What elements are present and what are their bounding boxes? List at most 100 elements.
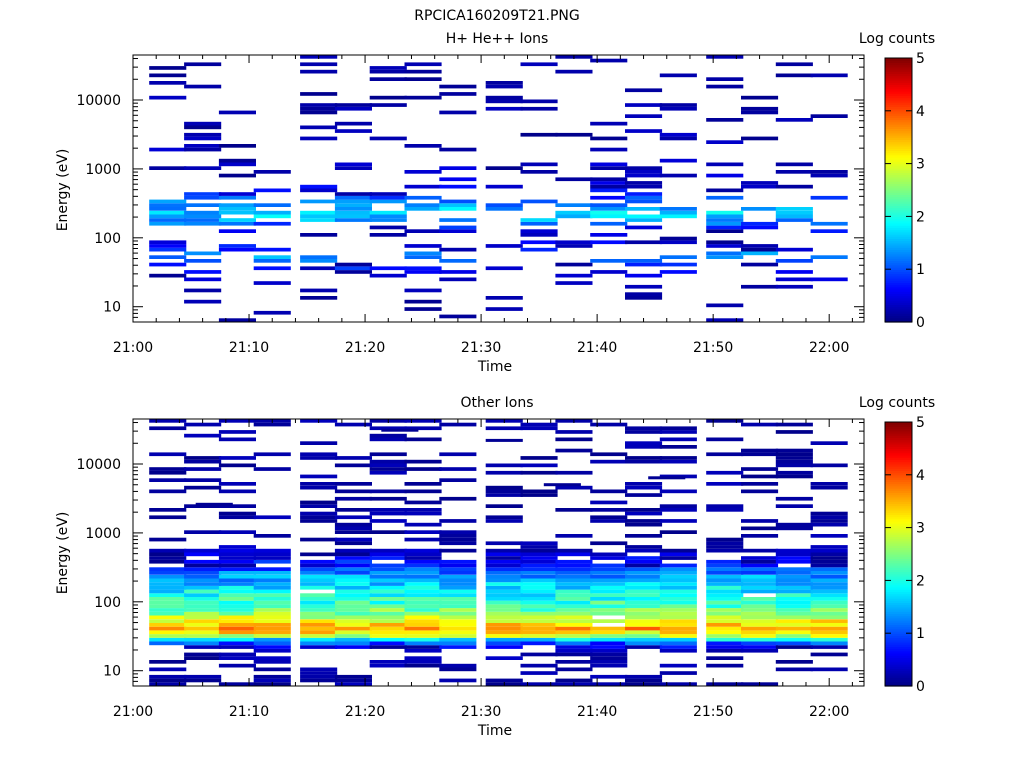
colorbar-segment (885, 488, 912, 491)
colorbar-segment (885, 507, 912, 511)
heatmap-cell (334, 578, 372, 583)
heatmap-cell (439, 641, 477, 646)
heatmap-cell (590, 147, 628, 152)
heatmap-cell (334, 210, 372, 215)
colorbar-segment (885, 593, 912, 597)
heatmap-cell (741, 567, 779, 571)
heatmap-cell (369, 426, 407, 431)
colorbar-segment (885, 198, 912, 202)
heatmap-cell (625, 611, 663, 616)
heatmap-cell (369, 593, 407, 597)
heatmap-cell (590, 259, 628, 263)
heatmap-cell (555, 281, 593, 285)
heatmap-cell (184, 125, 222, 130)
heatmap-cell (485, 106, 523, 111)
heatmap-cell (810, 441, 848, 445)
heatmap-cell (300, 559, 338, 564)
x-tick-label: 21:50 (693, 704, 733, 720)
heatmap-cell (149, 604, 187, 609)
heatmap-cell (404, 589, 442, 594)
heatmap-cell (334, 645, 372, 649)
heatmap-cell (404, 574, 442, 579)
heatmap-cell (590, 645, 628, 649)
colorbar-tick-label: 1 (916, 626, 925, 642)
colorbar-segment (885, 633, 912, 636)
heatmap-cell (253, 585, 291, 590)
colorbar-segment (885, 212, 912, 215)
heatmap-cell (218, 511, 256, 516)
heatmap-cell (300, 184, 338, 189)
colorbar-segment (885, 124, 912, 127)
heatmap-cell (775, 637, 813, 642)
heatmap-cell (555, 578, 593, 583)
colorbar-segment (885, 477, 912, 480)
heatmap-cell (218, 548, 256, 553)
heatmap-cell (590, 593, 628, 597)
heatmap-cell (218, 574, 256, 579)
colorbar-segment (885, 587, 912, 590)
heatmap-cell (659, 623, 697, 627)
panel-hplus-heplusplus: H+ He++ Ions Log counts Energy (eV) Time… (55, 31, 935, 375)
heatmap-cell (625, 589, 663, 594)
colorbar-segment (885, 88, 912, 92)
heatmap-cell (706, 634, 744, 638)
heatmap-cell (149, 273, 187, 278)
heatmap-cell (625, 634, 663, 638)
heatmap-cell (369, 548, 407, 553)
heatmap-cell (590, 166, 628, 170)
heatmap-cell (625, 181, 663, 185)
heatmap-cell (149, 548, 187, 553)
heatmap-cell (741, 608, 779, 612)
heatmap-cell (590, 571, 628, 575)
heatmap-cell (555, 630, 593, 635)
colorbar-tick-label: 5 (916, 51, 925, 67)
heatmap-cell (300, 199, 338, 204)
heatmap-cell (300, 233, 338, 237)
heatmap-cell (775, 578, 813, 583)
heatmap-cell (300, 552, 338, 557)
heatmap-cell (300, 511, 338, 516)
heatmap-cell (300, 485, 338, 490)
heatmap-cell (520, 619, 558, 623)
heatmap-cell (334, 199, 372, 204)
heatmap-cell (404, 582, 442, 586)
heatmap-cell (659, 641, 697, 646)
heatmap-cell (149, 619, 187, 623)
colorbar-segment (885, 319, 912, 323)
heatmap-cell (775, 170, 813, 174)
heatmap-cell (810, 585, 848, 590)
colorbar-segment (885, 433, 912, 436)
colorbar-segment (885, 315, 912, 319)
heatmap-cell (253, 648, 291, 653)
heatmap-cell (369, 623, 407, 627)
heatmap-cell (659, 663, 697, 668)
heatmap-cell (625, 225, 663, 230)
heatmap-cell (625, 608, 663, 612)
heatmap-cell (520, 630, 558, 635)
heatmap-cell (741, 648, 779, 653)
colorbar-segment (885, 110, 912, 114)
colorbar-segment (885, 258, 912, 261)
heatmap-cell (300, 645, 338, 649)
heatmap-cell (218, 247, 256, 252)
heatmap-cell (625, 571, 663, 575)
heatmap-cell (300, 218, 338, 222)
heatmap-cell (706, 221, 744, 226)
heatmap-cell (369, 604, 407, 609)
heatmap-cell (741, 422, 779, 427)
heatmap-cell (300, 62, 338, 67)
heatmap-cell (520, 559, 558, 564)
heatmap-cell (149, 489, 187, 494)
heatmap-cell (590, 210, 628, 215)
heatmap-cell (218, 195, 256, 200)
heatmap-cell (741, 534, 779, 538)
heatmap-cell (404, 608, 442, 612)
colorbar-segment (885, 461, 912, 465)
heatmap-cell (590, 574, 628, 579)
heatmap-cell (149, 574, 187, 579)
colorbar-tick-label: 3 (916, 157, 925, 173)
colorbar-segment (885, 547, 912, 551)
colorbar-segment (885, 289, 912, 292)
heatmap-cell (404, 266, 442, 271)
colorbar-segment (885, 540, 912, 544)
